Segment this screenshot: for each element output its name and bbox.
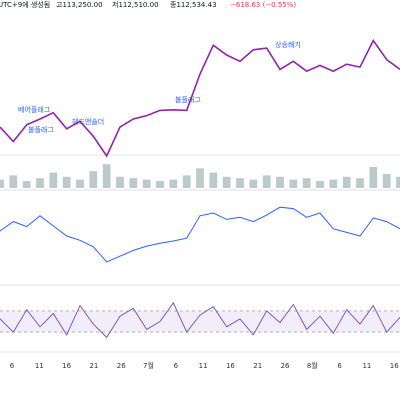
volume-bar: [396, 176, 400, 188]
volume-bar: [356, 178, 364, 188]
volume-bar: [62, 176, 71, 188]
x-tick-label: 11: [199, 362, 208, 370]
volume-bar: [169, 179, 178, 188]
x-tick-label: 16: [62, 362, 71, 370]
volume-bar: [222, 176, 231, 188]
volume-bar: [142, 179, 151, 188]
price-line: [0, 39, 400, 158]
volume-bar: [249, 179, 258, 188]
volume-bar: [182, 175, 191, 188]
pattern-label: 불플래그: [175, 95, 201, 104]
x-tick-label: 26: [281, 362, 290, 370]
volume-bar: [329, 179, 338, 188]
volume-bar: [342, 176, 351, 188]
x-tick-label: 26: [117, 362, 126, 370]
x-tick-label: 21: [89, 362, 98, 370]
oscillator-line: [0, 301, 400, 339]
volume-bar: [0, 179, 4, 188]
pattern-label: 불플래그: [28, 125, 54, 134]
volume-bar: [116, 176, 124, 188]
ohlc-low: 저112,510.00: [112, 0, 159, 9]
pattern-label: 베어플래그: [18, 105, 51, 114]
volume-bar: [49, 172, 58, 188]
ohlc-change: −618.63 (−0.55%): [230, 1, 296, 9]
volume-bar: [289, 179, 298, 188]
x-tick-label: 6: [10, 362, 15, 370]
x-tick-label: 21: [253, 362, 262, 370]
volume-bar: [369, 167, 378, 188]
pattern-label: 헤드앤숄더: [72, 117, 104, 126]
volume-bar: [9, 175, 18, 188]
ohlc-high: 고113,250.00: [56, 1, 103, 9]
x-tick-label: 6: [174, 362, 179, 370]
volume-bar: [36, 178, 44, 188]
volume-bar: [156, 181, 164, 188]
x-tick-label: 7월: [143, 361, 154, 370]
volume-bar: [22, 181, 31, 188]
volume-bar: [262, 175, 271, 188]
created-label: UTC+9에 생성됨: [0, 0, 50, 9]
volume-bar: [316, 181, 324, 188]
x-tick-label: 11: [362, 362, 371, 370]
ohlc-close: 종112,534.43: [170, 1, 217, 9]
indicator-line: [0, 206, 400, 263]
volume-bar: [302, 178, 311, 188]
volume-bar: [89, 171, 98, 188]
volume-bar: [276, 176, 284, 188]
pattern-label: 상승쐐기: [275, 40, 301, 49]
x-tick-label: 6: [337, 362, 342, 370]
volume-bar: [102, 164, 111, 188]
volume-bar: [129, 178, 138, 188]
x-tick-label: 16: [390, 362, 399, 370]
volume-bar: [76, 179, 84, 188]
volume-bar: [382, 174, 391, 188]
volume-bar: [209, 172, 218, 188]
volume-bar: [196, 168, 204, 188]
x-tick-label: 8월: [307, 361, 318, 370]
x-tick-label: 11: [35, 362, 44, 370]
volume-bar: [236, 178, 244, 188]
x-tick-label: 16: [226, 362, 235, 370]
